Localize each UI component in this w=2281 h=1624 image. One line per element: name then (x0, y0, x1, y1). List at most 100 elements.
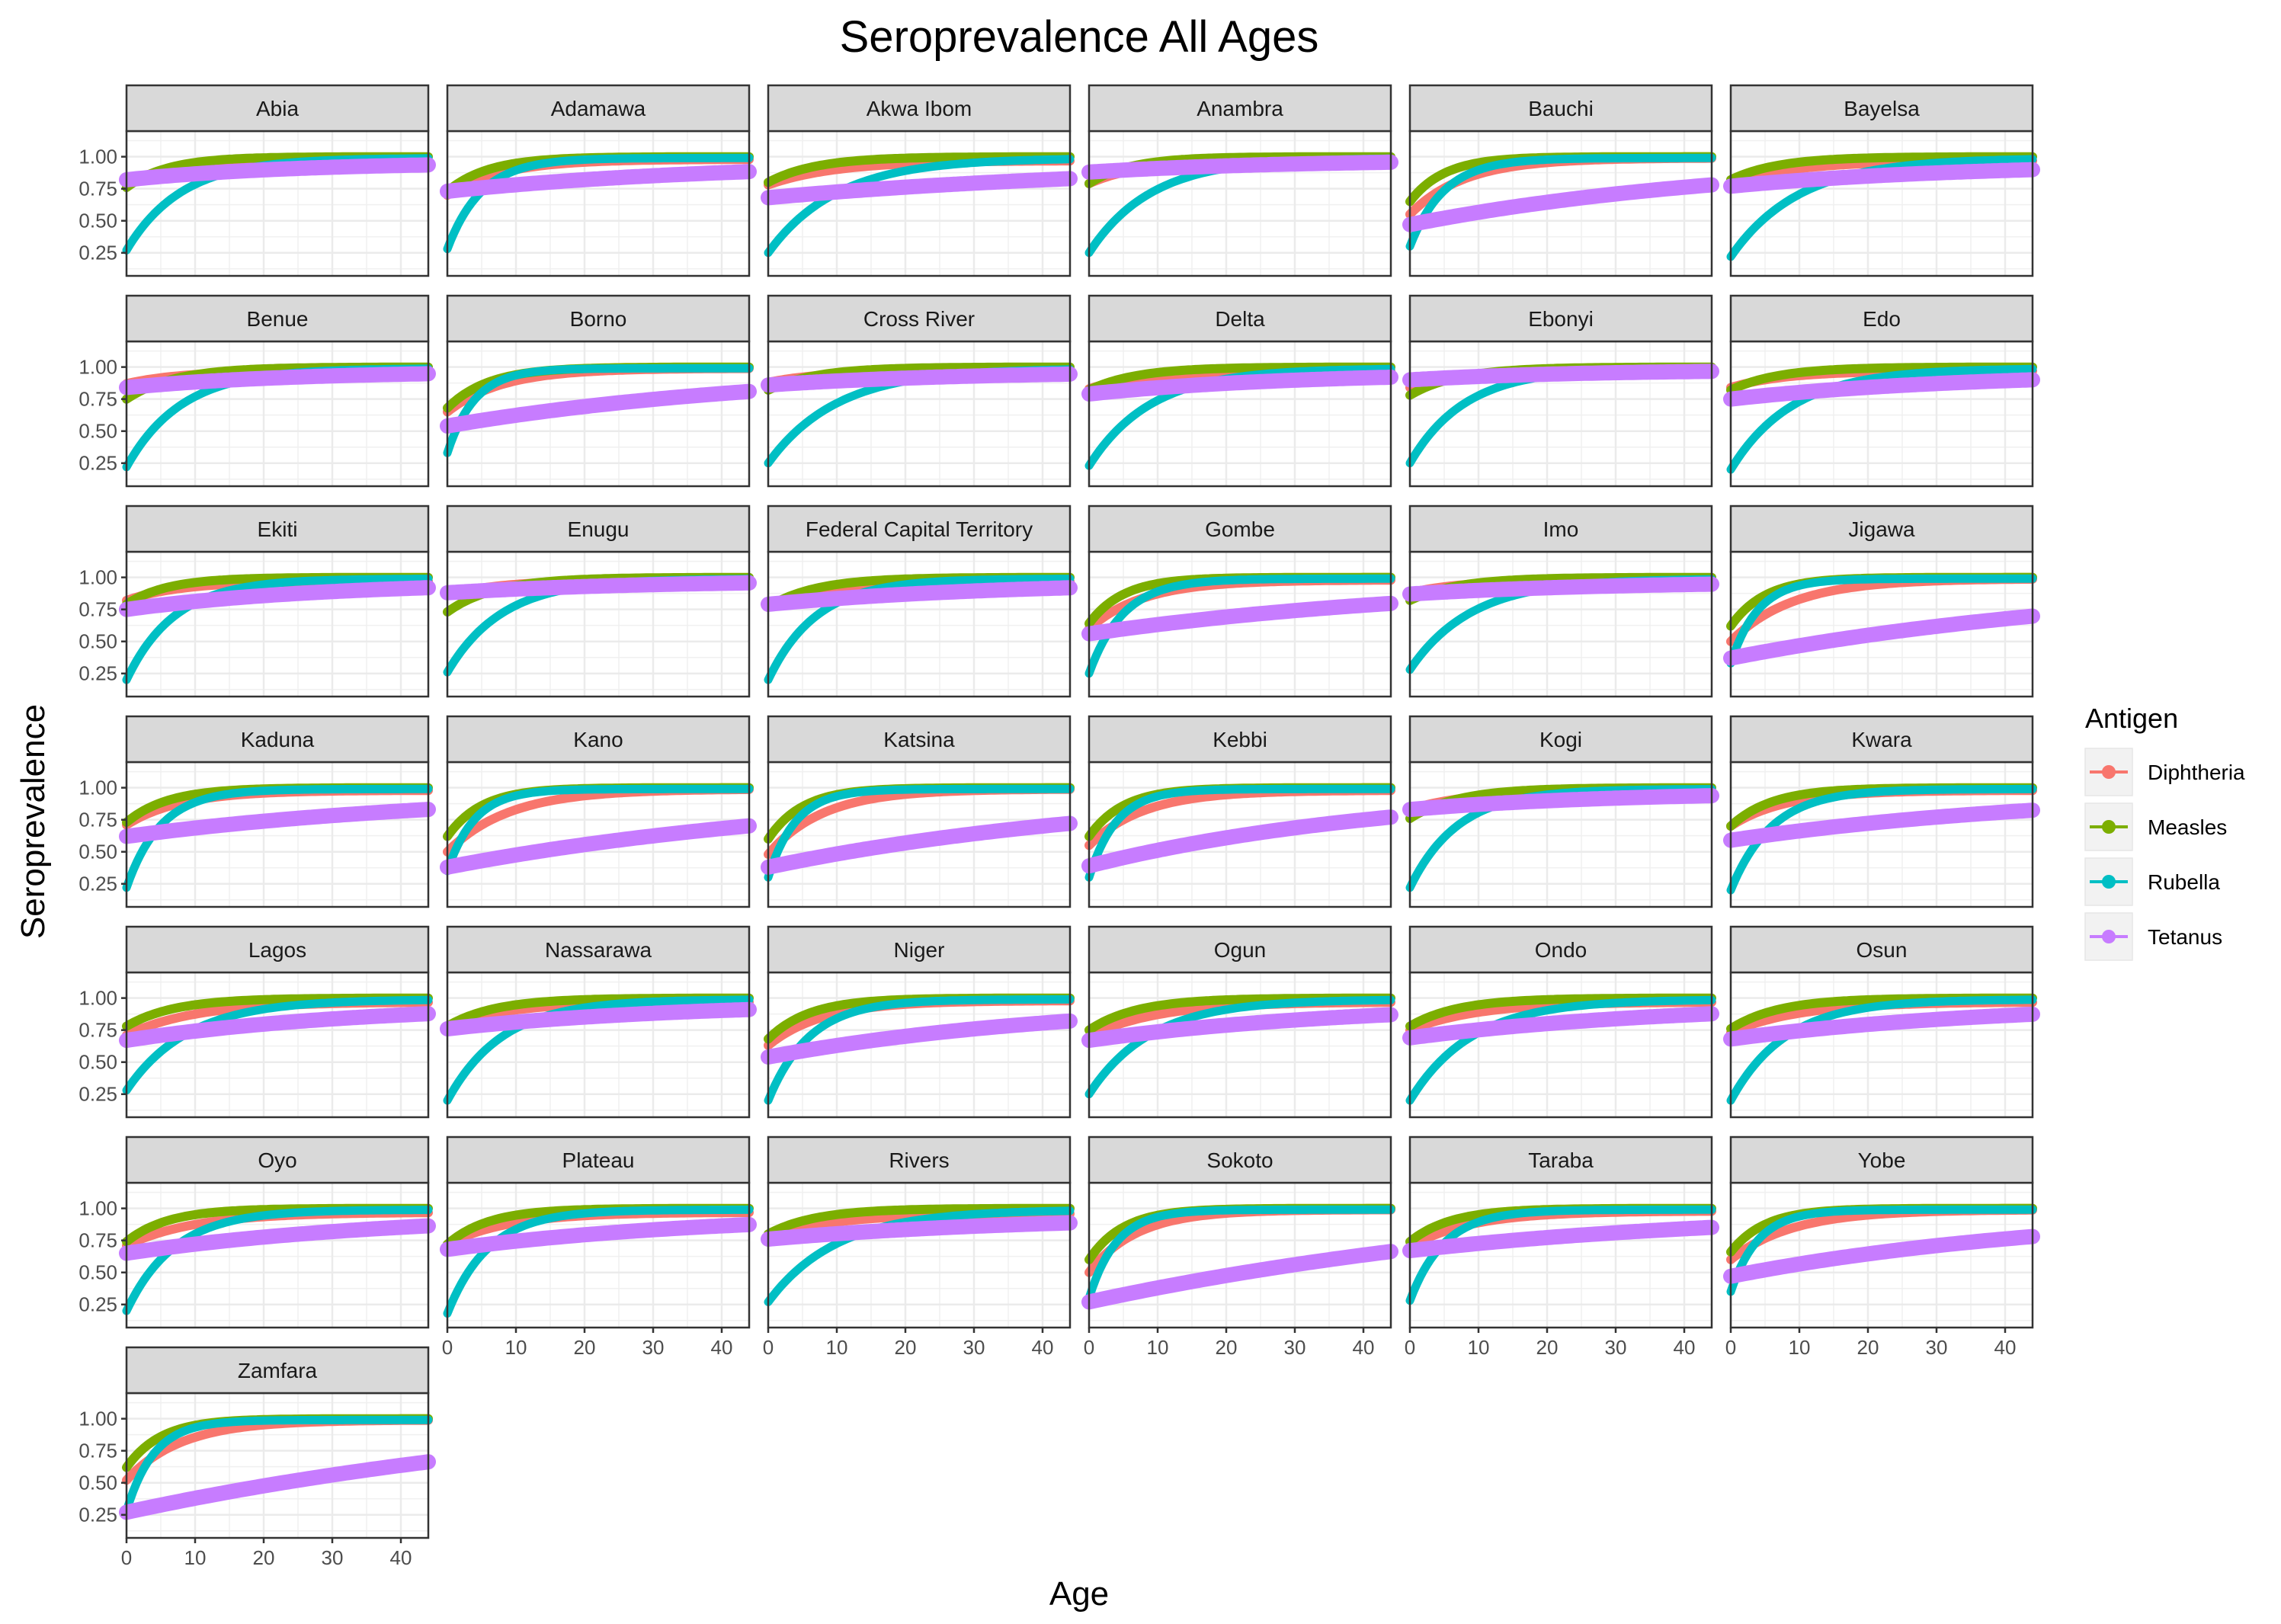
series-tetanus-line (119, 1218, 436, 1261)
facet-strip (125, 84, 430, 133)
facet-jigawa: Jigawa (1723, 504, 2040, 698)
facet-benue: Benue 0.25 0.50 0.75 1.00 (78, 294, 436, 488)
x-tick-label: 20 (1536, 1336, 1559, 1359)
facet-strip (1729, 1136, 2034, 1184)
minor-grid (1410, 131, 1712, 276)
facet-adamawa: Adamawa (440, 84, 757, 277)
x-tick-label: 10 (1789, 1336, 1811, 1359)
series-rubella-line (1084, 1205, 1395, 1302)
facet-anambra: Anambra (1081, 84, 1398, 277)
series-tetanus-line (1723, 802, 2040, 848)
y-axis-title: Seroprevalence (14, 704, 52, 939)
x-tick-label: 10 (505, 1336, 527, 1359)
series-tetanus-line (1081, 154, 1398, 180)
facet-strip (1729, 925, 2034, 974)
series-tetanus-line (761, 1215, 1078, 1247)
series-tetanus-line (1402, 1006, 1719, 1046)
facet-akwa-ibom: Akwa Ibom (761, 84, 1078, 277)
facet-taraba: Taraba 0 10 20 30 40 (1402, 1136, 1719, 1359)
facet-yobe: Yobe 0 10 20 30 40 (1723, 1136, 2040, 1359)
facet-niger: Niger (761, 925, 1078, 1119)
series-tetanus-line (761, 366, 1078, 393)
facet-edo: Edo (1723, 294, 2040, 488)
facet-zamfara: Zamfara 0.25 0.50 0.75 1.00 0 10 20 30 40 (78, 1346, 436, 1569)
facet-strip-label: Kaduna (241, 728, 315, 751)
facet-strip-label: Yobe (1858, 1148, 1906, 1172)
facet-strip (125, 1346, 430, 1395)
facet-oyo: Oyo 0.25 0.50 0.75 1.00 (78, 1136, 436, 1329)
facet-strip (767, 294, 1072, 343)
x-tick-label: 40 (1032, 1336, 1054, 1359)
facet-kwara: Kwara (1723, 715, 2040, 908)
legend-key-point (2102, 765, 2116, 779)
facet-strip (1729, 84, 2034, 133)
y-tick-label: 1.00 (78, 1408, 117, 1430)
x-tick-label: 30 (1926, 1336, 1948, 1359)
facet-ogun: Ogun (1081, 925, 1398, 1119)
series-rubella-line (443, 995, 754, 1105)
series-tetanus-line (119, 1006, 436, 1049)
legend-title: Antigen (2085, 703, 2178, 734)
x-tick-label: 0 (763, 1336, 774, 1359)
y-tick-label: 1.00 (78, 566, 117, 589)
facet-strip (446, 294, 751, 343)
legend: Antigen Diphtheria Measles Rubella Tetanus (2084, 703, 2245, 961)
facet-strip (1408, 504, 1713, 553)
series-rubella-line (764, 784, 1075, 882)
series-tetanus-line (1723, 162, 2040, 194)
x-tick-label: 40 (1674, 1336, 1696, 1359)
series-rubella-line (1084, 784, 1395, 882)
facet-kebbi: Kebbi (1081, 715, 1398, 908)
facet-strip-label: Anambra (1197, 97, 1283, 120)
series-tetanus-line (440, 383, 757, 434)
minor-grid (1731, 972, 2033, 1117)
series-rubella-line (1405, 1205, 1716, 1305)
facet-strip (767, 84, 1072, 133)
facet-strip (1408, 925, 1713, 974)
facet-strip (1729, 504, 2034, 553)
facet-strip (1088, 504, 1392, 553)
series-rubella-line (122, 784, 433, 892)
series-tetanus-line (1402, 576, 1719, 602)
facet-strip-label: Borno (570, 307, 627, 331)
facet-nassarawa: Nassarawa (440, 925, 757, 1119)
series-tetanus-line (761, 1013, 1078, 1065)
facet-strip-label: Cross River (863, 307, 975, 331)
facet-strip-label: Akwa Ibom (867, 97, 972, 120)
y-tick-label: 1.00 (78, 146, 117, 168)
legend-label: Rubella (2148, 870, 2220, 894)
facet-strip-label: Plateau (562, 1148, 635, 1172)
facet-strip (446, 925, 751, 974)
facet-strip (767, 1136, 1072, 1184)
facet-strip (125, 715, 430, 764)
y-tick-label: 0.25 (78, 873, 117, 895)
y-tick-label: 0.75 (78, 1229, 117, 1252)
facet-strip-label: Nassarawa (545, 938, 652, 962)
y-tick-label: 1.00 (78, 987, 117, 1010)
legend-item-tetanus: Tetanus (2084, 912, 2222, 961)
x-tick-label: 10 (184, 1546, 207, 1569)
series-rubella-line (443, 784, 754, 876)
facet-strip-label: Edo (1863, 307, 1901, 331)
facet-ekiti: Ekiti 0.25 0.50 0.75 1.00 (78, 504, 436, 698)
facet-delta: Delta (1081, 294, 1398, 488)
facet-strip-label: Abia (256, 97, 299, 120)
y-tick-label: 0.25 (78, 1293, 117, 1316)
y-tick-label: 0.25 (78, 1083, 117, 1106)
series-tetanus-line (119, 366, 436, 396)
x-tick-label: 40 (1994, 1336, 2017, 1359)
facet-strip-label: Rivers (889, 1148, 949, 1172)
facet-bauchi: Bauchi (1402, 84, 1719, 277)
x-tick-label: 20 (1857, 1336, 1879, 1359)
minor-grid (1410, 972, 1712, 1117)
x-tick-label: 40 (711, 1336, 733, 1359)
legend-key-point (2102, 875, 2116, 889)
facet-strip-label: Enugu (568, 517, 630, 541)
facet-strip (1729, 294, 2034, 343)
facet-panels: Abia 0.25 0.50 0.75 1.00 Adamawa Akwa Ibom Anam… (78, 84, 2040, 1569)
y-tick-label: 1.00 (78, 1197, 117, 1220)
x-tick-label: 20 (253, 1546, 275, 1569)
series-rubella-line (1726, 574, 2037, 668)
x-tick-label: 0 (1405, 1336, 1415, 1359)
